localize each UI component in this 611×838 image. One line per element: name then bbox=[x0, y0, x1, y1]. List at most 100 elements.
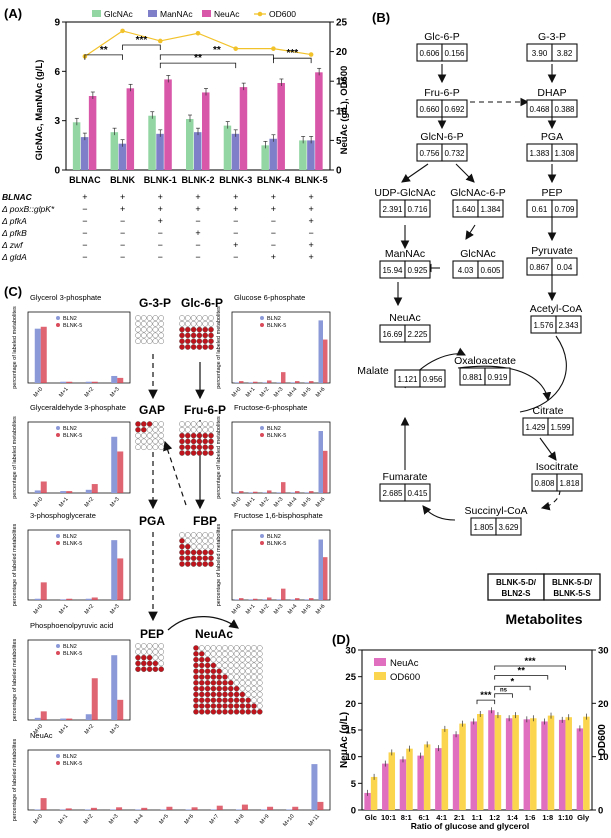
c-dot-fru6p bbox=[202, 421, 208, 427]
d-xtick-label: Glc bbox=[365, 813, 377, 822]
c-legend-label: BLNK-5 bbox=[267, 433, 286, 439]
c-dot-fbp bbox=[208, 532, 214, 538]
c-dot-neuac bbox=[193, 651, 199, 657]
a-bar-neuac bbox=[126, 88, 135, 170]
b-node-value-1: 15.94 bbox=[382, 266, 403, 275]
panel-c: (C) Glycerol 3-phosphate percentage of la… bbox=[4, 284, 331, 828]
c-dot-neuac bbox=[256, 709, 263, 715]
c-dot-neuac bbox=[210, 697, 217, 704]
c-bar-bln2 bbox=[60, 718, 67, 720]
d-sig-label: *** bbox=[480, 690, 491, 701]
c-bar-bln2 bbox=[276, 382, 281, 383]
c-bar-bln2 bbox=[318, 539, 323, 600]
a-table-cell: − bbox=[195, 252, 200, 262]
c-bar-bln2 bbox=[276, 599, 281, 600]
a-table-cell: − bbox=[120, 240, 125, 250]
c-bar-bln2 bbox=[290, 492, 295, 493]
c-dot-fru6p bbox=[190, 450, 197, 456]
c-bar-bln2 bbox=[248, 599, 253, 600]
a-sig-label: *** bbox=[136, 35, 148, 46]
d-xtick-label: 2:1 bbox=[454, 813, 465, 822]
c-dot-glc6p bbox=[190, 315, 197, 321]
c-dot-neuac bbox=[198, 685, 205, 692]
c-dot-neuac bbox=[222, 703, 228, 709]
a-y2tick-label: 5 bbox=[336, 136, 342, 147]
c-dot-glc6p bbox=[202, 338, 208, 345]
c-xtick-label: M+2 bbox=[84, 386, 96, 398]
a-xtick-label: BLNK-2 bbox=[182, 175, 215, 185]
c-dot-neuac bbox=[204, 685, 211, 692]
c-dot-neuac bbox=[210, 691, 217, 698]
c-dot-pep bbox=[158, 649, 164, 655]
c-dot-fbp bbox=[208, 543, 214, 550]
c-xtick-label: M+4 bbox=[287, 386, 299, 398]
a-ytick-label: 0 bbox=[54, 166, 60, 177]
c-dot-neuac bbox=[233, 651, 240, 657]
b-node-value-2: 0.156 bbox=[444, 49, 465, 58]
c-bar-blnk5 bbox=[323, 339, 328, 383]
a-table-cell: − bbox=[82, 204, 87, 214]
c-legend-dot-bln2 bbox=[56, 754, 60, 758]
c-dot-pep bbox=[146, 649, 153, 655]
c-dot-fru6p bbox=[184, 426, 191, 433]
c-dot-neuac bbox=[233, 697, 240, 704]
c-bar-blnk5 bbox=[323, 557, 328, 600]
a-bar-glcnac bbox=[110, 132, 119, 170]
a-od600-point bbox=[308, 52, 314, 57]
c-dot-fbp bbox=[202, 555, 208, 562]
d-xtick-label: 1:4 bbox=[507, 813, 519, 822]
b-node-label-oxaloacetate: Oxaloacetate bbox=[454, 355, 516, 367]
c-dot-glc6p bbox=[179, 315, 185, 321]
c-dot-fbp bbox=[208, 549, 214, 556]
c-xtick-label: M+3 bbox=[273, 496, 285, 508]
c-dot-pep bbox=[158, 643, 164, 649]
d-bar-neuac bbox=[558, 719, 566, 810]
b-node-value-2: 1.599 bbox=[550, 423, 571, 432]
c-dot-neuac bbox=[251, 709, 257, 715]
a-table-cell: + bbox=[309, 252, 314, 262]
a-legend-label: GlcNAc bbox=[104, 9, 134, 19]
c-dot-neuac bbox=[204, 674, 211, 680]
a-sig-bracket bbox=[84, 54, 123, 60]
c-dot-fru6p bbox=[208, 444, 214, 451]
c-dot-fru6p bbox=[190, 426, 197, 433]
c-legend-dot-bln2 bbox=[260, 534, 264, 538]
c-dot-glc6p bbox=[202, 326, 208, 333]
c-legend-label: BLN2 bbox=[267, 534, 281, 540]
c-legend-dot-blnk5 bbox=[260, 541, 264, 545]
b-node-value-2: 0.692 bbox=[444, 105, 465, 114]
c-dot-neuac bbox=[251, 668, 257, 675]
c-xtick-label: M+3 bbox=[109, 496, 121, 508]
b-node-value-1: 1.121 bbox=[397, 375, 418, 384]
b-node-box-right bbox=[441, 99, 468, 118]
c-xtick-label: M+0 bbox=[231, 603, 243, 615]
c-dot-glc6p bbox=[208, 326, 214, 333]
a-od600-point bbox=[271, 46, 276, 51]
b-node-label-acetyl-coa: Acetyl-CoA bbox=[530, 303, 583, 315]
c-dot-neuac bbox=[210, 651, 217, 657]
c-dot-g3p bbox=[158, 320, 164, 327]
c-dot-neuac bbox=[256, 662, 263, 669]
d-sig-bracket bbox=[494, 665, 566, 670]
c-dot-fbp bbox=[190, 543, 197, 550]
c-dot-g3p bbox=[135, 338, 141, 345]
c-dot-neuac bbox=[245, 651, 251, 657]
c-dot-fbp bbox=[202, 549, 208, 556]
d-ylabel: NeuAc (g/L) bbox=[339, 712, 350, 768]
c-bar-bln2 bbox=[84, 809, 91, 810]
a-xtick-label: BLNK-1 bbox=[144, 175, 177, 185]
panel-b: (B) Glc-6-P0.606 0. bbox=[357, 10, 601, 627]
c-dot-fbp bbox=[196, 538, 203, 544]
d-legend-swatch-neuac bbox=[374, 658, 386, 666]
c-dot-pep bbox=[152, 666, 159, 673]
c-dot-neuac bbox=[204, 662, 211, 669]
c-dot-fru6p bbox=[179, 426, 185, 433]
c-bar-blnk5 bbox=[267, 490, 272, 493]
c-dot-pep bbox=[158, 654, 164, 661]
c-dot-fbp bbox=[202, 532, 208, 538]
c-dot-neuac bbox=[222, 668, 228, 675]
c-dot-neuac bbox=[251, 703, 257, 709]
c-bar-blnk5 bbox=[239, 381, 244, 383]
d-bar-od600 bbox=[370, 776, 378, 810]
c-dot-g3p bbox=[158, 338, 164, 345]
